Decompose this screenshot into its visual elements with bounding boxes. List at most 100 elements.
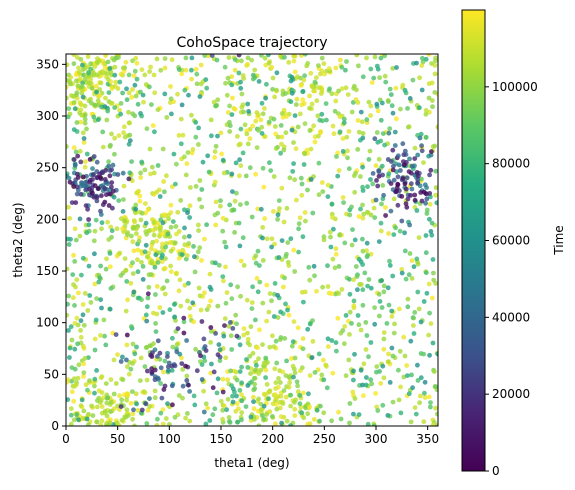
scatter-point <box>205 153 211 159</box>
scatter-point <box>92 281 98 287</box>
scatter-point <box>196 125 202 131</box>
scatter-point <box>227 420 233 425</box>
scatter-point <box>105 395 111 401</box>
scatter-point <box>281 219 287 225</box>
scatter-point <box>88 300 94 305</box>
scatter-point <box>92 347 98 353</box>
scatter-point <box>292 54 298 59</box>
scatter-point <box>91 154 97 159</box>
scatter-point <box>230 95 235 101</box>
scatter-point <box>152 395 158 401</box>
scatter-point <box>163 256 168 261</box>
scatter-point <box>89 85 95 91</box>
scatter-point <box>123 267 129 273</box>
scatter-point <box>179 252 185 257</box>
scatter-point <box>116 423 122 426</box>
scatter-point <box>233 369 239 375</box>
scatter-point <box>151 170 157 176</box>
scatter-point <box>333 65 339 71</box>
scatter-point <box>197 94 203 99</box>
scatter-point <box>317 117 323 123</box>
scatter-point <box>297 215 303 221</box>
scatter-point <box>169 269 174 275</box>
scatter-point <box>289 74 295 80</box>
scatter-point <box>199 204 205 210</box>
scatter-point <box>304 63 310 69</box>
scatter-point <box>138 170 144 176</box>
scatter-point <box>416 235 422 241</box>
scatter-point <box>350 389 356 395</box>
scatter-point <box>73 200 79 206</box>
scatter-point <box>300 336 306 341</box>
scatter-point <box>97 175 103 180</box>
x-tick-label: 200 <box>261 432 284 446</box>
scatter-point <box>183 256 189 262</box>
scatter-point <box>201 388 207 394</box>
scatter-point <box>70 272 76 277</box>
scatter-point <box>368 113 373 118</box>
scatter-point <box>287 175 293 181</box>
scatter-point <box>349 242 355 248</box>
scatter-point <box>77 69 82 75</box>
scatter-point <box>291 319 297 324</box>
scatter-point <box>368 285 374 291</box>
scatter-point <box>165 401 170 407</box>
scatter-point <box>123 59 129 65</box>
scatter-point <box>182 282 188 288</box>
scatter-point <box>325 182 331 188</box>
scatter-point <box>183 172 189 178</box>
scatter-point <box>161 248 167 253</box>
scatter-point <box>271 209 276 214</box>
scatter-point <box>249 214 255 220</box>
scatter-point <box>108 191 113 197</box>
scatter-point <box>409 372 414 378</box>
scatter-point <box>92 376 98 382</box>
scatter-point <box>334 154 339 159</box>
scatter-point <box>289 343 295 349</box>
scatter-point <box>179 361 185 366</box>
scatter-point <box>398 106 403 112</box>
scatter-point <box>102 64 108 70</box>
scatter-point <box>182 87 188 93</box>
scatter-point <box>420 55 425 61</box>
scatter-point <box>201 409 207 415</box>
scatter-point <box>319 68 325 74</box>
scatter-point <box>307 321 313 327</box>
scatter-point <box>232 198 238 204</box>
scatter-point <box>133 206 139 212</box>
scatter-point <box>85 54 91 60</box>
scatter-point <box>80 62 85 68</box>
scatter-point <box>131 248 137 254</box>
scatter-point <box>412 197 418 203</box>
scatter-point <box>248 414 254 420</box>
scatter-point <box>188 185 193 190</box>
scatter-point <box>432 90 438 95</box>
scatter-point <box>170 344 176 350</box>
scatter-point <box>435 411 438 417</box>
scatter-point <box>74 315 80 321</box>
scatter-point <box>292 113 298 118</box>
scatter-point <box>162 56 168 61</box>
scatter-point <box>266 119 272 125</box>
scatter-point <box>244 200 250 206</box>
scatter-point <box>259 413 265 418</box>
scatter-point <box>193 346 199 352</box>
scatter-point <box>421 419 427 425</box>
scatter-point <box>356 214 362 219</box>
scatter-point <box>66 106 72 111</box>
scatter-point <box>312 273 317 279</box>
scatter-point <box>120 226 125 232</box>
scatter-point <box>430 104 435 110</box>
scatter-point <box>176 229 182 234</box>
scatter-point <box>209 54 215 58</box>
scatter-point <box>231 207 237 213</box>
scatter-point <box>234 393 239 399</box>
scatter-point <box>168 263 174 269</box>
scatter-point <box>380 363 386 369</box>
scatter-point <box>174 342 180 347</box>
scatter-point <box>71 184 77 190</box>
scatter-point <box>234 333 240 339</box>
scatter-point <box>237 342 243 348</box>
scatter-point <box>138 111 143 116</box>
scatter-point <box>184 373 190 379</box>
